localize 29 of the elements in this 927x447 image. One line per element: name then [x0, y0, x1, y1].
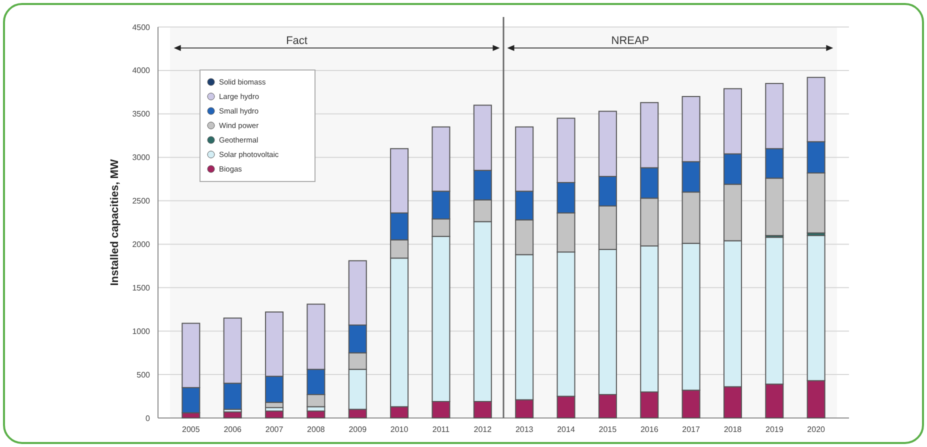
x-tick-label: 2007	[265, 425, 284, 434]
band-label: NREAP	[611, 35, 650, 47]
x-tick-label: 2009	[348, 425, 368, 434]
x-tick-label: 2014	[557, 425, 576, 434]
y-tick-label: 4500	[132, 22, 151, 32]
x-tick-label: 2013	[515, 425, 534, 434]
x-tick-label: 2012	[474, 425, 492, 434]
x-tick-label: 2008	[307, 425, 326, 434]
x-tick-label: 2016	[640, 425, 659, 434]
x-tick-label: 2005	[182, 425, 200, 434]
x-tick-label: 2006	[224, 425, 242, 434]
y-axis-title: Installed capacities, MW	[109, 158, 121, 286]
y-tick-label: 500	[136, 370, 151, 380]
y-tick-label: 3500	[132, 110, 151, 119]
y-tick-label: 1000	[132, 326, 151, 336]
y-tick-label: 4000	[132, 66, 151, 76]
y-tick-label: 1500	[132, 283, 151, 292]
band-label: Fact	[286, 35, 308, 47]
x-tick-label: 2011	[432, 425, 450, 434]
y-tick-label: 0	[146, 414, 151, 423]
x-tick-label: 2015	[598, 425, 618, 434]
y-tick-label: 3000	[132, 153, 151, 162]
x-tick-label: 2020	[807, 425, 826, 434]
y-tick-label: 2000	[132, 240, 151, 250]
x-tick-label: 2017	[682, 425, 700, 434]
x-tick-label: 2019	[766, 425, 784, 434]
y-tick-label: 2500	[132, 196, 151, 206]
x-tick-label: 2010	[390, 425, 409, 434]
x-tick-label: 2018	[724, 425, 742, 434]
